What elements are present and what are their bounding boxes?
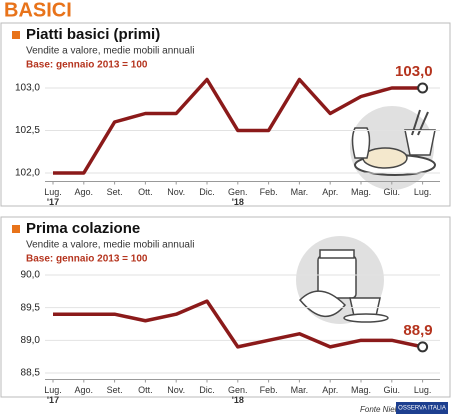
- y-tick-label: 89,0: [21, 335, 41, 346]
- value-label: 103,0: [395, 63, 433, 80]
- x-tick-label: Mag.: [351, 385, 371, 395]
- chart-note: Base: gennaio 2013 = 100: [26, 254, 148, 265]
- chart-subtitle: Vendite a valore, medie mobili annuali: [26, 240, 194, 251]
- x-tick-label: Set.: [107, 385, 123, 395]
- y-tick-label: 88,5: [21, 368, 41, 379]
- logo-box: [396, 402, 448, 414]
- x-tick-label: Mar.: [291, 187, 309, 197]
- end-point: [417, 82, 429, 94]
- x-tick-label: Ott.: [138, 187, 153, 197]
- x-tick-label: Feb.: [260, 385, 278, 395]
- x-tick-label: Nov.: [167, 187, 185, 197]
- x-tick-label: Lug.: [414, 187, 432, 197]
- logo: OSSERVA ITALIA: [398, 406, 446, 412]
- panel: [0, 216, 451, 398]
- chart-subtitle: Vendite a valore, medie mobili annuali: [26, 46, 194, 57]
- x-tick-label: Gen.: [228, 187, 248, 197]
- x-tick-label: Gen.: [228, 385, 248, 395]
- title-marker: [12, 225, 20, 233]
- title-marker: [12, 31, 20, 39]
- y-tick-label: 89,5: [21, 302, 41, 313]
- chart-title: Prima colazione: [26, 220, 140, 237]
- y-tick-label: 90,0: [21, 270, 41, 281]
- x-tick-label: Apr.: [322, 187, 338, 197]
- x-tick-label: Ago.: [75, 187, 94, 197]
- x-tick-label: Giu.: [384, 187, 401, 197]
- end-point: [417, 341, 429, 353]
- data-line: [53, 77, 423, 175]
- page-title: BASICI: [4, 0, 72, 21]
- x-tick-label: Apr.: [322, 385, 338, 395]
- food-illustration: [350, 106, 436, 190]
- breakfast-illustration: [296, 236, 389, 324]
- x-tick-label: Ott.: [138, 385, 153, 395]
- source: Fonte Nielsen: [360, 405, 410, 414]
- x-tick-label: Nov.: [167, 385, 185, 395]
- x-tick-label: Feb.: [260, 187, 278, 197]
- value-label: 88,9: [403, 322, 432, 339]
- chart-title: Piatti basici (primi): [26, 26, 160, 43]
- y-tick-label: 103,0: [15, 83, 40, 94]
- x-year-label: '17: [47, 395, 59, 405]
- y-tick-label: 102,5: [15, 125, 40, 136]
- x-tick-label: Mag.: [351, 187, 371, 197]
- x-year-label: '18: [232, 197, 244, 207]
- x-year-label: '17: [47, 197, 59, 207]
- data-line: [53, 299, 423, 349]
- x-tick-label: Dic.: [199, 385, 215, 395]
- x-year-label: '18: [232, 395, 244, 405]
- x-tick-label: Lug.: [44, 187, 62, 197]
- chart-note: Base: gennaio 2013 = 100: [26, 60, 148, 71]
- x-tick-label: Set.: [107, 187, 123, 197]
- x-tick-label: Lug.: [414, 385, 432, 395]
- x-tick-label: Mar.: [291, 385, 309, 395]
- x-tick-label: Lug.: [44, 385, 62, 395]
- y-tick-label: 102,0: [15, 168, 40, 179]
- x-tick-label: Dic.: [199, 187, 215, 197]
- panel: [0, 22, 451, 207]
- x-tick-label: Ago.: [75, 385, 94, 395]
- x-tick-label: Giu.: [384, 385, 401, 395]
